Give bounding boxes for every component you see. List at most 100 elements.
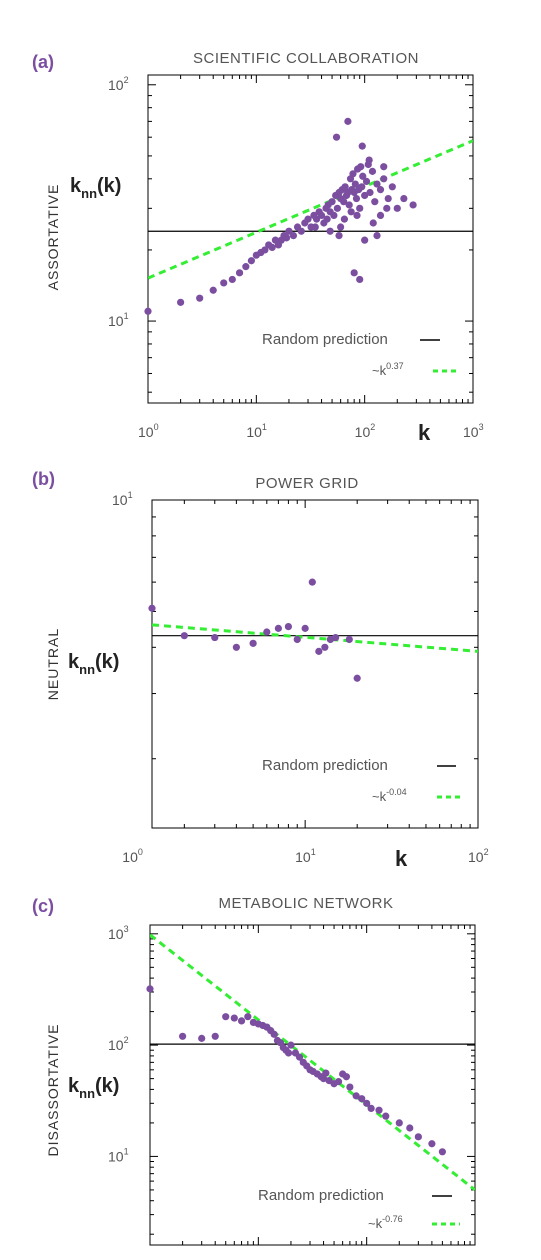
- data-point: [317, 211, 326, 220]
- data-point: [284, 622, 293, 631]
- data-point: [400, 194, 408, 203]
- data-point: [347, 208, 355, 216]
- data-point: [414, 1133, 422, 1141]
- x-tick-label: 100: [122, 847, 143, 865]
- chart-panel-1: (a) SCIENTIFIC COLLABORATION ASSORTATIVE kn…: [32, 50, 484, 445]
- data-point: [321, 643, 329, 651]
- data-point: [263, 628, 271, 636]
- data-point: [428, 1140, 436, 1148]
- power-law-fit-line: [150, 933, 475, 1192]
- chart-panel-2: (b) POWER GRID NEUTRAL knn(k) 100 101 102 k 101 R…: [32, 469, 489, 871]
- data-point: [363, 1099, 371, 1107]
- data-point: [383, 204, 391, 212]
- x-tick-label: 102: [468, 847, 489, 865]
- data-point: [211, 1032, 219, 1040]
- data-point: [406, 1124, 414, 1132]
- data-point: [308, 578, 316, 586]
- data-point: [346, 1083, 354, 1091]
- power-law-fit-line: [152, 623, 478, 653]
- data-point: [388, 183, 396, 191]
- data-point: [287, 1041, 295, 1049]
- side-label: ASSORTATIVE: [45, 184, 61, 291]
- data-point: [144, 307, 152, 315]
- side-label: DISASSORTATIVE: [45, 1023, 61, 1156]
- y-tick-label: 101: [112, 490, 133, 508]
- data-point: [282, 234, 291, 242]
- x-tick-label: 102: [355, 422, 376, 440]
- y-axis-label: knn(k): [68, 651, 119, 677]
- data-point: [247, 257, 255, 265]
- data-point: [345, 201, 353, 209]
- chart-panel-3: (c) METABOLIC NETWORK DISASSORTATIVE knn(k)…: [32, 895, 476, 1246]
- data-point: [353, 674, 361, 682]
- data-point: [340, 198, 348, 206]
- data-point: [328, 198, 336, 206]
- x-tick-label: 101: [295, 847, 316, 865]
- data-point: [334, 1078, 343, 1086]
- data-point: [304, 215, 312, 223]
- panel-label: (b): [32, 469, 55, 489]
- data-point: [341, 183, 349, 191]
- data-point: [352, 194, 361, 203]
- panel-label: (a): [32, 52, 54, 72]
- data-point: [211, 633, 219, 642]
- data-point: [311, 223, 319, 231]
- data-point: [270, 1030, 278, 1038]
- data-point: [242, 263, 250, 271]
- data-point: [376, 211, 385, 220]
- chart-title: SCIENTIFIC COLLABORATION: [193, 50, 419, 67]
- data-point: [179, 1032, 187, 1040]
- data-point: [340, 215, 348, 223]
- data-point: [319, 1075, 328, 1083]
- data-point: [237, 1017, 246, 1025]
- legend-random-label: Random prediction: [262, 331, 388, 348]
- side-label: NEUTRAL: [45, 628, 61, 700]
- data-point: [322, 1069, 330, 1077]
- data-point: [323, 215, 331, 223]
- data-point: [380, 163, 388, 171]
- data-point: [232, 643, 240, 651]
- data-point: [331, 633, 340, 642]
- legend: Random prediction ~k0.37: [262, 331, 460, 378]
- legend: Random prediction ~k-0.04: [262, 757, 462, 804]
- power-law-fit-line: [148, 139, 473, 280]
- data-point: [375, 1106, 383, 1114]
- data-point: [222, 1013, 230, 1021]
- data-point: [326, 227, 334, 235]
- data-point: [376, 186, 385, 194]
- data-point: [438, 1148, 446, 1156]
- x-tick-label: 100: [138, 422, 159, 440]
- data-point: [371, 198, 379, 206]
- data-point: [235, 269, 244, 277]
- data-point: [244, 1013, 252, 1021]
- data-point: [332, 133, 341, 141]
- data-point: [353, 211, 361, 220]
- data-point: [368, 167, 377, 175]
- data-point: [293, 635, 301, 644]
- data-point: [349, 170, 357, 178]
- data-point: [352, 1092, 360, 1100]
- data-point: [358, 1095, 366, 1103]
- data-point: [366, 188, 374, 197]
- data-point: [345, 635, 353, 644]
- data-point: [373, 231, 381, 240]
- legend-fit-label: ~k0.37: [372, 361, 404, 378]
- data-point: [289, 231, 298, 240]
- data-point: [362, 177, 371, 186]
- data-point: [196, 294, 204, 302]
- legend-random-label: Random prediction: [258, 1187, 384, 1204]
- legend-random-label: Random prediction: [262, 757, 388, 774]
- data-point: [301, 624, 309, 632]
- plot-frame: [147, 74, 474, 404]
- data-point: [373, 180, 381, 188]
- data-point: [356, 275, 364, 284]
- data-point: [209, 286, 217, 294]
- data-point: [198, 1034, 206, 1042]
- data-point: [351, 180, 359, 188]
- data-point: [228, 275, 236, 284]
- data-point: [180, 632, 188, 640]
- x-tick-label: 103: [463, 422, 484, 440]
- legend-fit-label: ~k-0.04: [372, 787, 407, 804]
- panel-label: (c): [32, 896, 54, 916]
